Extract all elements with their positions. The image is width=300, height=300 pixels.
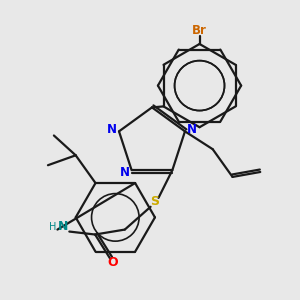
Text: O: O	[108, 256, 118, 269]
Text: Br: Br	[192, 24, 207, 37]
Text: N: N	[58, 220, 69, 233]
Text: N: N	[120, 166, 130, 178]
Text: S: S	[150, 195, 159, 208]
Text: N: N	[187, 123, 197, 136]
Text: N: N	[107, 123, 117, 136]
Text: H: H	[49, 222, 56, 232]
